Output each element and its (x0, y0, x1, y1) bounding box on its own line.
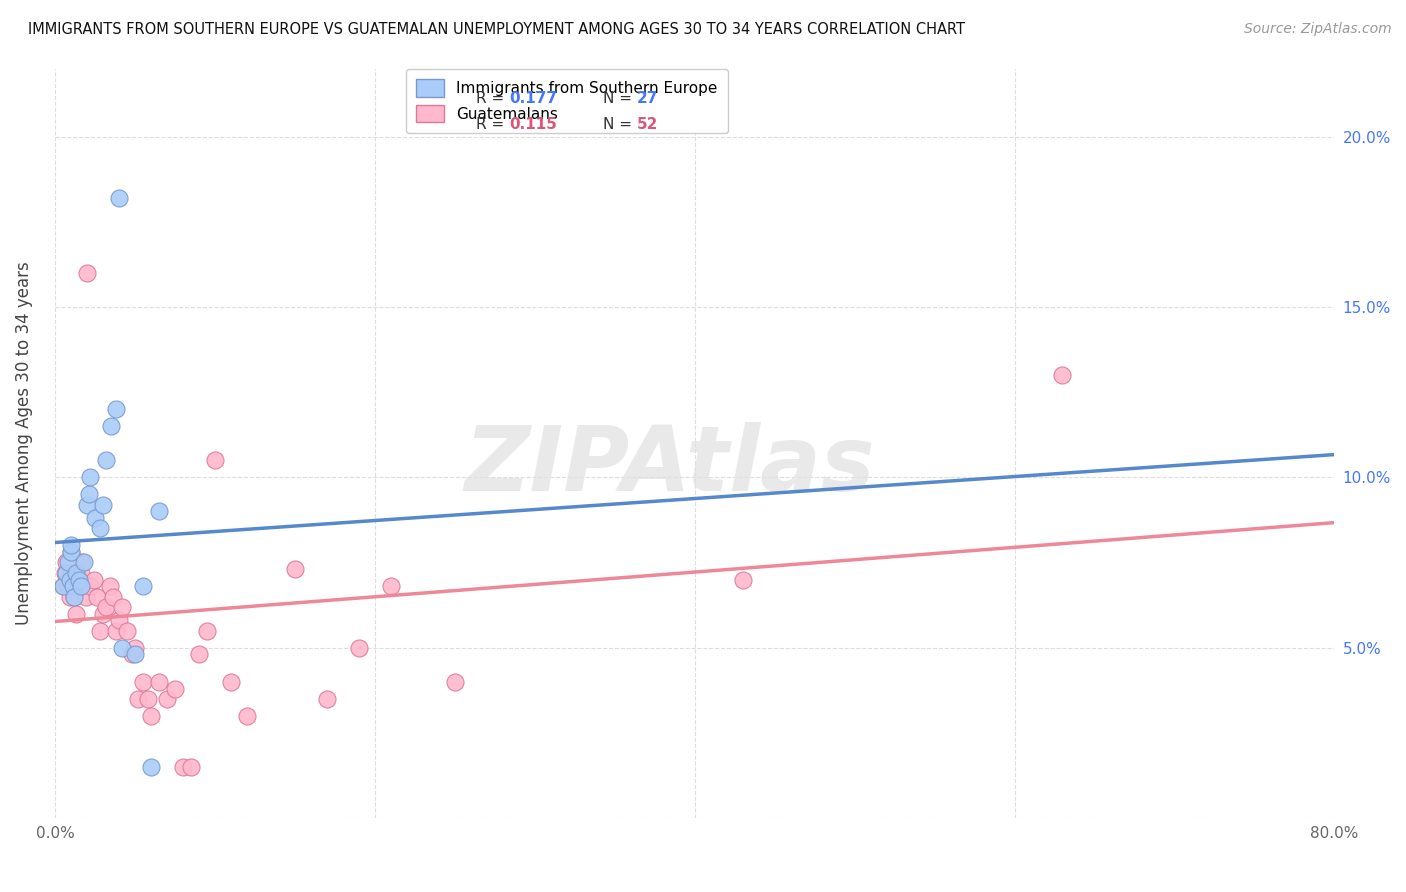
Point (60, 545, 83, 559)
Point (72, 556, 94, 570)
Text: N =: N = (603, 117, 637, 132)
Point (63, 590, 86, 604)
Point (219, 674, 242, 689)
Point (73, 556, 96, 570)
Point (104, 402, 127, 417)
Point (62, 579, 84, 593)
Point (91, 607, 114, 621)
Point (79, 579, 101, 593)
Point (77, 487, 100, 501)
Point (156, 691, 179, 706)
Point (52, 579, 75, 593)
Point (63, 590, 86, 604)
Text: Source: ZipAtlas.com: Source: ZipAtlas.com (1244, 22, 1392, 37)
Point (59, 573, 82, 587)
Point (96, 599, 118, 614)
Point (53, 566, 76, 580)
Point (75, 590, 97, 604)
Point (111, 599, 134, 614)
Point (132, 674, 155, 689)
Text: ZIPAtlas: ZIPAtlas (464, 422, 875, 509)
Point (136, 691, 159, 706)
Point (89, 521, 111, 535)
Point (172, 760, 194, 774)
Point (91, 498, 114, 512)
Legend: Immigrants from Southern Europe, Guatemalans: Immigrants from Southern Europe, Guatema… (405, 69, 728, 133)
Text: N =: N = (603, 91, 637, 106)
Point (236, 708, 259, 723)
Point (284, 562, 307, 576)
Point (101, 590, 124, 604)
Point (132, 579, 155, 593)
Point (83, 573, 105, 587)
Text: R =: R = (477, 117, 509, 132)
Text: R =: R = (477, 91, 509, 106)
Point (89, 624, 111, 638)
Point (66, 579, 89, 593)
Point (108, 614, 131, 628)
Point (69, 579, 91, 593)
Point (121, 648, 143, 662)
Point (127, 691, 149, 706)
Point (84, 511, 107, 525)
Point (316, 691, 339, 706)
Point (124, 640, 146, 655)
Point (86, 590, 108, 604)
Point (59, 590, 82, 604)
Point (188, 648, 211, 662)
Point (76, 498, 98, 512)
Point (148, 504, 170, 518)
Point (67, 573, 90, 587)
Point (60, 545, 83, 559)
Text: 0.177: 0.177 (509, 91, 557, 106)
Point (56, 579, 79, 593)
Point (347, 640, 370, 655)
Point (60, 538, 83, 552)
Point (100, 419, 122, 434)
Point (55, 556, 77, 570)
Y-axis label: Unemployment Among Ages 30 to 34 years: Unemployment Among Ages 30 to 34 years (15, 261, 32, 625)
Point (76, 266, 98, 280)
Text: 27: 27 (637, 91, 658, 106)
Point (73, 579, 96, 593)
Point (96, 453, 118, 467)
Text: 0.115: 0.115 (509, 117, 557, 132)
Point (195, 624, 218, 638)
Point (55, 566, 77, 580)
Point (62, 573, 84, 587)
Point (124, 648, 146, 662)
Point (731, 573, 754, 587)
Text: 52: 52 (637, 117, 658, 132)
Point (65, 607, 87, 621)
Point (444, 674, 467, 689)
Point (56, 556, 79, 570)
Point (141, 760, 163, 774)
Point (141, 708, 163, 723)
Point (1052, 368, 1074, 383)
Point (108, 191, 131, 205)
Point (148, 674, 170, 689)
Text: IMMIGRANTS FROM SOUTHERN EUROPE VS GUATEMALAN UNEMPLOYMENT AMONG AGES 30 TO 34 Y: IMMIGRANTS FROM SOUTHERN EUROPE VS GUATE… (28, 22, 965, 37)
Point (104, 624, 127, 638)
Point (204, 453, 226, 467)
Point (67, 573, 90, 587)
Point (69, 566, 91, 580)
Point (111, 640, 134, 655)
Point (52, 579, 75, 593)
Point (98, 579, 121, 593)
Point (79, 470, 101, 484)
Point (165, 681, 187, 696)
Point (180, 760, 202, 774)
Point (115, 624, 138, 638)
Point (60, 566, 83, 580)
Point (380, 579, 402, 593)
Point (65, 566, 87, 580)
